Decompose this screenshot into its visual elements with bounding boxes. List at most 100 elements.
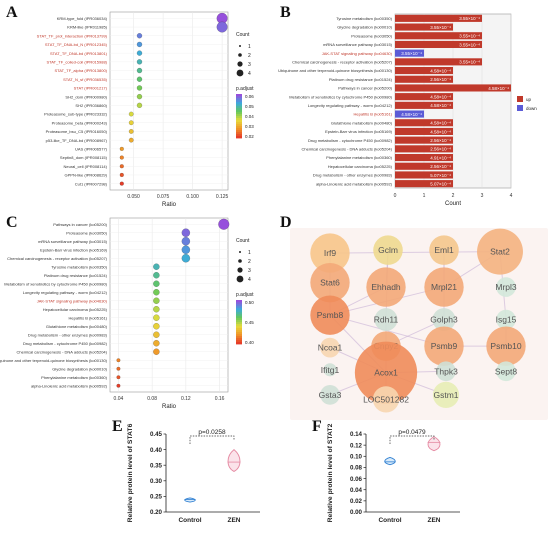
legend-padj-label: 0.45	[245, 320, 254, 325]
x-category-label: ZEN	[228, 517, 241, 524]
data-point	[116, 383, 121, 388]
p-value-label: p=0.0479	[398, 429, 426, 436]
legend-count-label: 2	[248, 259, 251, 265]
y-category-label: UAS (IPR006577)	[75, 146, 108, 151]
x-axis-label: Ratio	[162, 202, 177, 208]
y-category-label: KRM-like (IPR011985)	[67, 25, 107, 30]
legend-gradient-cell	[236, 136, 242, 139]
y-tick-label: 0.10	[350, 453, 363, 460]
legend-gradient-cell	[236, 108, 242, 111]
legend-gradient-cell	[236, 330, 242, 333]
chart-b-barplot: 0 1 2 3 4 Count Tyrosine metabolism (ko00350) 3…	[278, 13, 537, 207]
significance-bracket	[389, 435, 435, 444]
legend-label: up	[526, 97, 532, 102]
y-category-label: JAK-STAT signaling pathway (ko04630)	[322, 51, 393, 56]
bar	[395, 154, 453, 162]
panel-label-c: C	[6, 214, 18, 231]
significance-bracket	[189, 435, 235, 444]
chart-f-violin: 0.00 0.02 0.04 0.06 0.08 0.10 0.12 0.14 Relative…	[327, 423, 460, 524]
data-point	[153, 272, 160, 279]
y-category-label: Pathways in cancer (ko05200)	[53, 222, 107, 227]
legend-gradient-cell	[236, 302, 242, 305]
bar-value-label: 2.56×10⁻⁴	[430, 77, 451, 82]
y-category-label: Proteasome_bsu_C5 (IPR016050)	[46, 129, 108, 134]
data-point	[181, 237, 191, 246]
y-category-label: Tyrosine metabolism (ko00350)	[336, 16, 392, 21]
x-axis-label: Ratio	[162, 404, 177, 410]
legend-count-dot	[238, 259, 242, 263]
legend-padj-label: 0.05	[245, 104, 254, 109]
bar	[395, 136, 453, 144]
legend-gradient-cell	[236, 326, 242, 329]
y-tick-label: 0.40	[150, 447, 163, 454]
y-tick-label: 0.35	[150, 462, 163, 469]
y-tick-label: 0.14	[350, 431, 363, 438]
y-category-label: Cut1 (IPR007298)	[75, 181, 108, 186]
legend-gradient-cell	[236, 100, 242, 103]
y-category-label: Hepatocellular carcinoma (ko05225)	[43, 307, 108, 312]
bar-value-label: 2.56×10⁻⁴	[430, 138, 451, 143]
legend-gradient-cell	[236, 98, 242, 101]
data-point	[136, 41, 143, 48]
plot-frame	[109, 11, 229, 191]
data-point	[119, 164, 124, 169]
data-point	[128, 111, 134, 117]
y-category-label: Pathways in cancer (ko05200)	[338, 86, 392, 91]
data-point	[181, 254, 191, 263]
legend-gradient-cell	[236, 338, 242, 341]
bar-value-label: 4.58×10⁻⁴	[430, 94, 451, 99]
y-tick-label: 0.45	[150, 431, 163, 438]
y-category-label: Chemical carcinogenesis - receptor activ…	[7, 256, 107, 261]
legend-gradient-cell	[236, 102, 242, 105]
bar	[395, 101, 453, 109]
legend-swatch	[517, 96, 523, 102]
network-node	[366, 267, 406, 307]
y-category-label: Metabolism of xenobiotics by cytochrome …	[4, 281, 107, 286]
y-category-label: alpha-Linolenic acid metabolism (ko00592…	[316, 181, 393, 186]
y-category-label: Drug metabolism - cytochrome P450 (ko009…	[23, 341, 108, 346]
legend-gradient-cell	[236, 318, 242, 321]
y-category-label: mRNA surveillance pathway (ko03015)	[38, 239, 108, 244]
data-point	[153, 323, 160, 330]
bar	[395, 127, 453, 135]
network-node-label: Isg15	[496, 315, 517, 325]
y-tick-label: 0.20	[150, 509, 163, 516]
y-tick-label: 0.06	[350, 476, 363, 483]
network-node	[496, 361, 516, 382]
bar	[395, 84, 511, 92]
network-node	[373, 235, 403, 265]
y-category-label: Proteasome (ko03050)	[351, 33, 392, 38]
x-tick-label: 0.16	[215, 396, 225, 402]
data-point	[116, 366, 121, 371]
network-background	[290, 228, 548, 420]
bar-value-label: 4.58×10⁻⁴	[430, 121, 451, 126]
legend-count-dot	[238, 53, 242, 57]
bar-value-label: 2.56×10⁻⁴	[430, 164, 451, 169]
y-axis-label: Relative protein level of STAT6	[127, 423, 134, 522]
legend-gradient-cell	[236, 122, 242, 125]
legend-gradient-cell	[236, 112, 242, 115]
legend-gradient-cell	[236, 128, 242, 131]
data-point	[153, 263, 160, 270]
data-point	[136, 33, 143, 39]
x-tick-label: 0.04	[114, 396, 124, 402]
data-point	[136, 59, 143, 65]
y-category-label: Chemical carcinogenesis - DNA adducts (k…	[302, 146, 393, 151]
bar	[395, 67, 453, 75]
network-node-label: Gclm	[378, 245, 398, 255]
y-category-label: Chemical carcinogenesis - DNA adducts (k…	[17, 349, 108, 354]
y-category-label: Proteasome_sub-type (IPR023332)	[44, 112, 108, 117]
legend-swatch	[517, 105, 523, 111]
bar-value-label: 4.91×10⁻⁴	[430, 155, 451, 160]
panel-label-f: F	[312, 418, 322, 435]
data-point	[181, 245, 191, 254]
data-point	[119, 181, 124, 186]
y-category-label: Hepatitis B (ko05161)	[69, 315, 108, 320]
p-value-label: p=0.0258	[198, 429, 226, 436]
legend-gradient-cell	[236, 132, 242, 135]
data-point	[128, 137, 134, 143]
legend-count-dot	[239, 45, 241, 47]
bar-value-label: 3.55×10⁻⁴	[401, 51, 422, 56]
legend-count-label: 1	[248, 250, 251, 256]
y-category-label: alpha-Linolenic acid metabolism (ko00592…	[31, 383, 108, 388]
